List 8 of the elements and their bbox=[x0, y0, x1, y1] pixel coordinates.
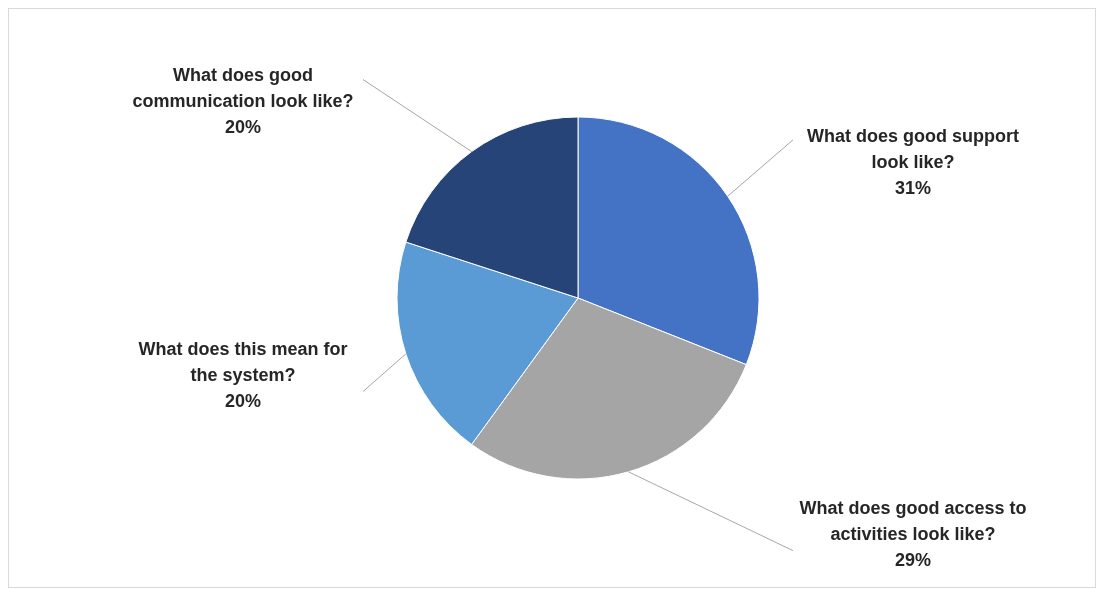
slice-label: What does good communication look like? bbox=[132, 65, 354, 112]
slice-label: What does this mean for the system? bbox=[138, 338, 348, 385]
data-label: 29% bbox=[894, 549, 932, 570]
slice-label: What does good access to activities look like? bbox=[799, 497, 1027, 544]
slice-label: What does good support look like? bbox=[807, 125, 1019, 172]
data-label: 31% bbox=[894, 177, 932, 198]
data-label: 20% bbox=[224, 390, 262, 411]
data-label: 20% bbox=[224, 117, 262, 138]
